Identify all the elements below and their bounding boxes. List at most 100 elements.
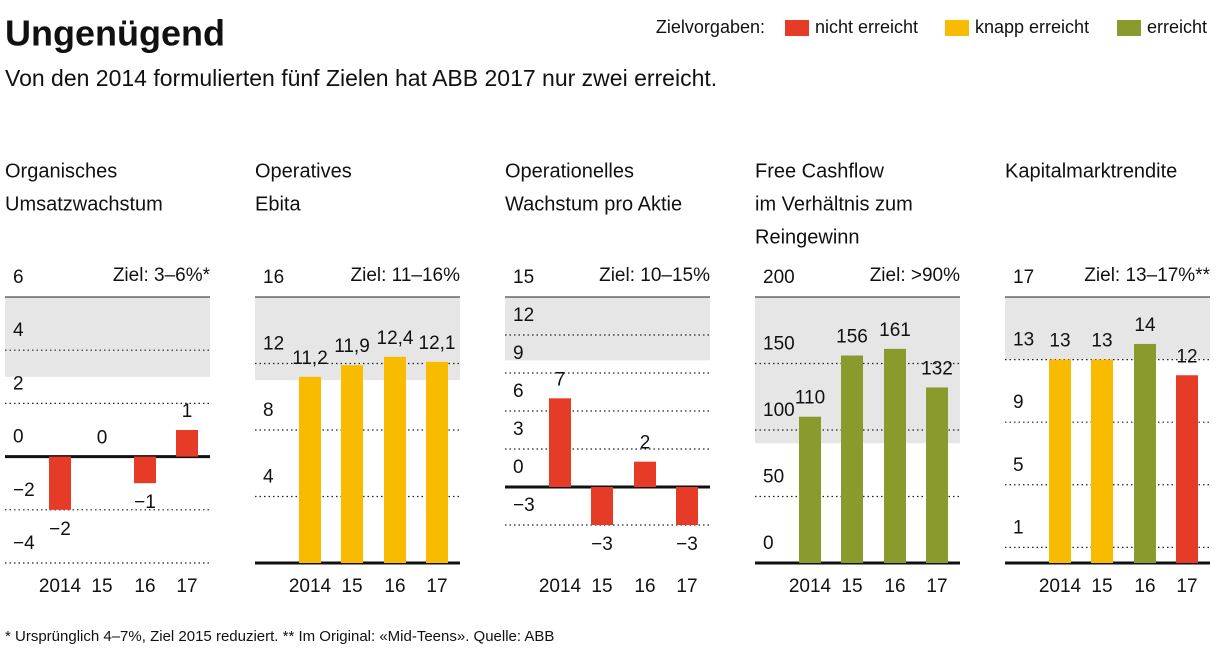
value-label: 132 [921,358,953,379]
panel-title: Ebita [255,193,301,215]
y-tick-label: −4 [13,533,35,554]
x-tick-label: 16 [1134,576,1155,597]
value-label: −2 [49,519,71,540]
y-tick-label: 12 [263,334,284,355]
y-tick-label: 16 [263,267,284,288]
target-band [1005,297,1210,360]
panel-title: Wachstum pro Aktie [505,193,682,215]
panel-title: Reingewinn [755,226,860,248]
target-label: Ziel: 11–16% [351,265,461,286]
x-tick-label: 2014 [1039,576,1082,597]
y-tick-label: 8 [263,400,274,421]
y-tick-label: 9 [1013,392,1024,413]
value-label: −3 [591,534,613,555]
y-tick-label: 6 [513,381,524,402]
target-label: Ziel: >90% [870,265,960,286]
value-label: −3 [676,534,698,555]
legend-label: erreicht [1147,17,1207,37]
bar [1134,343,1156,563]
bar [384,356,406,563]
bar [176,430,198,457]
chart-subtitle: Von den 2014 formulierten fünf Zielen ha… [5,65,717,91]
value-label: 110 [795,388,825,409]
y-tick-label: 17 [1013,267,1034,288]
legend-label: nicht erreicht [815,17,918,37]
x-tick-label: 15 [591,576,612,597]
bar [1176,375,1198,563]
x-tick-label: 17 [1176,576,1197,597]
target-label: Ziel: 10–15% [599,265,710,286]
legend-title: Zielvorgaben: [656,17,765,37]
y-tick-label: 15 [513,267,534,288]
value-label: 12,4 [377,328,414,349]
bar [591,487,613,525]
y-tick-label: 4 [13,320,24,341]
x-tick-label: 15 [91,576,112,597]
y-tick-label: 5 [1013,455,1024,476]
x-tick-label: 17 [926,576,947,597]
bar [676,487,698,525]
value-label: 13 [1049,331,1070,352]
panel-title: Umsatzwachstum [5,193,163,215]
y-tick-label: 4 [263,467,274,488]
y-tick-label: 13 [1013,330,1034,351]
target-band [505,297,710,361]
value-label: 12,1 [419,333,456,354]
y-tick-label: 1 [1013,517,1024,538]
y-tick-label: 9 [513,343,524,364]
legend-swatch [1117,20,1141,36]
y-tick-label: 50 [763,467,784,488]
bar [49,456,71,510]
panel-title: Kapitalmarktrendite [1005,160,1177,182]
x-tick-label: 15 [341,576,362,597]
bar [549,398,571,487]
legend-swatch [945,20,969,36]
value-label: 1 [182,401,193,422]
x-tick-label: 15 [1091,576,1112,597]
value-label: 161 [879,320,911,341]
bar [799,416,821,563]
bar [634,461,656,487]
panel-title: Organisches [5,160,117,182]
y-tick-label: 100 [763,400,795,421]
y-tick-label: 150 [763,334,795,355]
value-label: 11,9 [334,336,370,357]
legend-label: knapp erreicht [975,17,1089,37]
bar [134,456,156,484]
chart-title: Ungenügend [5,13,225,54]
y-tick-label: 2 [13,373,24,394]
x-tick-label: 17 [426,576,447,597]
x-tick-label: 15 [841,576,862,597]
bar [426,361,448,563]
value-label: 2 [640,433,651,454]
x-tick-label: 2014 [539,576,582,597]
x-tick-label: 16 [134,576,155,597]
y-tick-label: 0 [513,457,524,478]
bar [1049,359,1071,563]
panel-title: Operatives [255,160,352,182]
bar [299,376,321,563]
footnote: * Ursprünglich 4–7%, Ziel 2015 reduziert… [5,628,554,645]
bar [884,348,906,563]
x-tick-label: 16 [634,576,655,597]
value-label: 12 [1176,346,1197,367]
y-tick-label: 0 [763,533,774,554]
y-tick-label: 12 [513,305,534,326]
value-label: −1 [134,492,156,513]
x-tick-label: 2014 [39,576,82,597]
value-label: 7 [555,369,566,390]
y-tick-label: −3 [513,495,535,516]
y-tick-label: −2 [13,480,35,501]
value-label: 0 [97,428,108,449]
value-label: 13 [1091,331,1112,352]
y-tick-label: 3 [513,419,524,440]
panel-title: Operationelles [505,160,634,182]
value-label: 11,2 [292,348,328,369]
panel-title: Free Cashflow [755,160,884,182]
panel-title: im Verhältnis zum [755,193,913,215]
x-tick-label: 16 [884,576,905,597]
x-tick-label: 17 [176,576,197,597]
y-tick-label: 6 [13,267,24,288]
